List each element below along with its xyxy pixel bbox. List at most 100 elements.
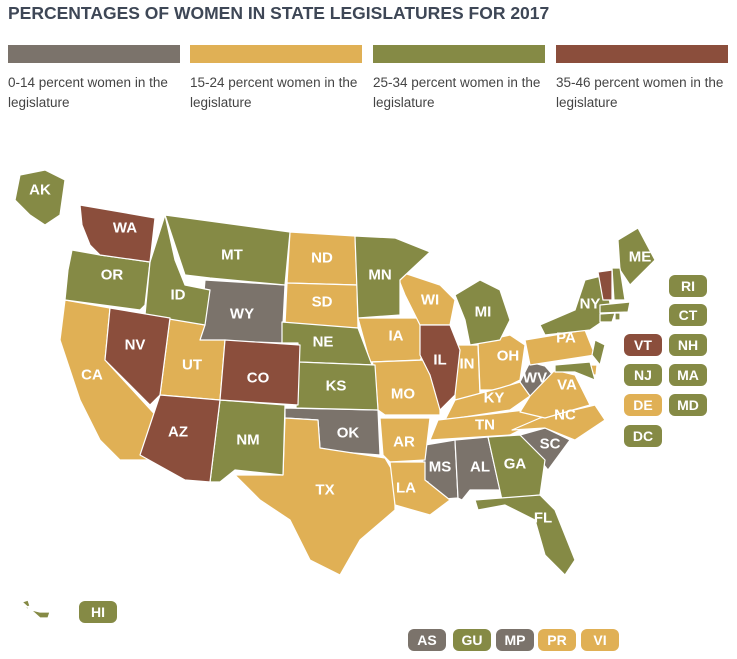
state-label: NY	[580, 296, 601, 313]
state-shape	[617, 227, 656, 286]
state-badge	[496, 629, 534, 651]
state-label: CT	[679, 307, 698, 323]
state-label: WV	[523, 370, 547, 387]
state-shape	[477, 334, 526, 391]
state-label: NH	[678, 337, 698, 353]
state-label: OK	[337, 425, 360, 442]
legend-swatch	[8, 45, 180, 63]
state-badge	[581, 629, 619, 651]
state-badge	[624, 334, 662, 356]
state-label: AL	[470, 459, 490, 476]
state-shape	[234, 417, 396, 576]
state-label: GU	[462, 632, 483, 648]
state-label: ME	[629, 249, 652, 266]
state-label: FL	[534, 510, 552, 527]
state-badge	[669, 364, 707, 386]
legend-item: 25-34 percent women in the legislature	[373, 45, 545, 113]
legend-swatch	[373, 45, 545, 63]
legend-label: 0-14 percent women in the legislature	[8, 75, 168, 110]
state-label: MD	[677, 397, 699, 413]
state-label: AR	[393, 434, 415, 451]
state-label: CO	[247, 370, 270, 387]
legend-item: 35-46 percent women in the legislature	[556, 45, 728, 113]
state-badge	[538, 629, 576, 651]
state-label: WI	[421, 292, 439, 309]
state-label: SD	[312, 294, 333, 311]
state-label: NE	[313, 334, 334, 351]
state-shape	[354, 235, 431, 319]
state-label: CA	[81, 367, 103, 384]
state-shape	[611, 267, 626, 301]
legend-swatch	[190, 45, 362, 63]
state-shape	[597, 269, 613, 301]
state-label: AS	[417, 632, 436, 648]
state-label: TX	[315, 482, 334, 499]
state-label: AZ	[168, 424, 188, 441]
state-label: WY	[230, 306, 254, 323]
state-badge	[669, 304, 707, 326]
state-label: MP	[505, 632, 526, 648]
state-label: KY	[484, 390, 505, 407]
state-label: ND	[311, 250, 333, 267]
state-label: MO	[391, 386, 415, 403]
state-shape	[419, 324, 461, 411]
state-shape	[219, 339, 301, 406]
legend-label: 35-46 percent women in the legislature	[556, 75, 724, 110]
state-shape	[14, 169, 66, 226]
state-shape	[487, 434, 546, 501]
state-shape	[139, 394, 221, 483]
state-shape	[599, 312, 616, 323]
state-shape	[554, 361, 596, 381]
state-label: PA	[556, 330, 576, 347]
state-label: MS	[429, 459, 452, 476]
state-badge	[408, 629, 446, 651]
state-label: UT	[182, 357, 202, 374]
state-shape	[389, 461, 451, 516]
state-badge	[453, 629, 491, 651]
state-label: IL	[433, 352, 446, 369]
state-label: PR	[547, 632, 566, 648]
state-label: IN	[460, 356, 475, 373]
state-label: MI	[475, 304, 492, 321]
state-label: NJ	[634, 367, 652, 383]
state-shape	[164, 214, 291, 286]
state-label: VI	[593, 632, 606, 648]
state-badge	[669, 275, 707, 297]
state-label: KS	[326, 378, 347, 395]
state-shape	[474, 494, 576, 576]
state-label: VA	[557, 377, 577, 394]
state-shape	[79, 204, 156, 263]
map-title: PERCENTAGES OF WOMEN IN STATE LEGISLATUR…	[8, 3, 550, 23]
state-label: OH	[497, 348, 520, 365]
state-label: MA	[677, 367, 699, 383]
state-label: HI	[91, 604, 105, 620]
state-badge	[79, 601, 117, 623]
state-label: ID	[171, 287, 186, 304]
state-shape	[21, 599, 51, 619]
state-label: NV	[125, 337, 146, 354]
state-label: GA	[504, 456, 527, 473]
state-label: AK	[29, 182, 51, 199]
state-shape	[104, 307, 171, 406]
state-label: LA	[396, 480, 416, 497]
state-label: NM	[236, 432, 259, 449]
state-shape	[599, 301, 631, 314]
legend-item: 15-24 percent women in the legislature	[190, 45, 362, 113]
state-label: VT	[634, 337, 652, 353]
state-badge	[624, 364, 662, 386]
state-shape	[511, 404, 606, 441]
state-label: TN	[475, 417, 495, 434]
state-label: DC	[633, 428, 653, 444]
state-badge	[669, 334, 707, 356]
legend-swatch	[556, 45, 728, 63]
state-badge	[624, 394, 662, 416]
legend-label: 25-34 percent women in the legislature	[373, 75, 541, 110]
state-shape	[454, 279, 511, 346]
state-label: MT	[221, 247, 243, 264]
state-label: IA	[389, 328, 404, 345]
state-label: DE	[633, 397, 652, 413]
legend-item: 0-14 percent women in the legislature	[8, 45, 180, 113]
legend-label: 15-24 percent women in the legislature	[190, 75, 358, 110]
state-shape	[614, 312, 621, 321]
